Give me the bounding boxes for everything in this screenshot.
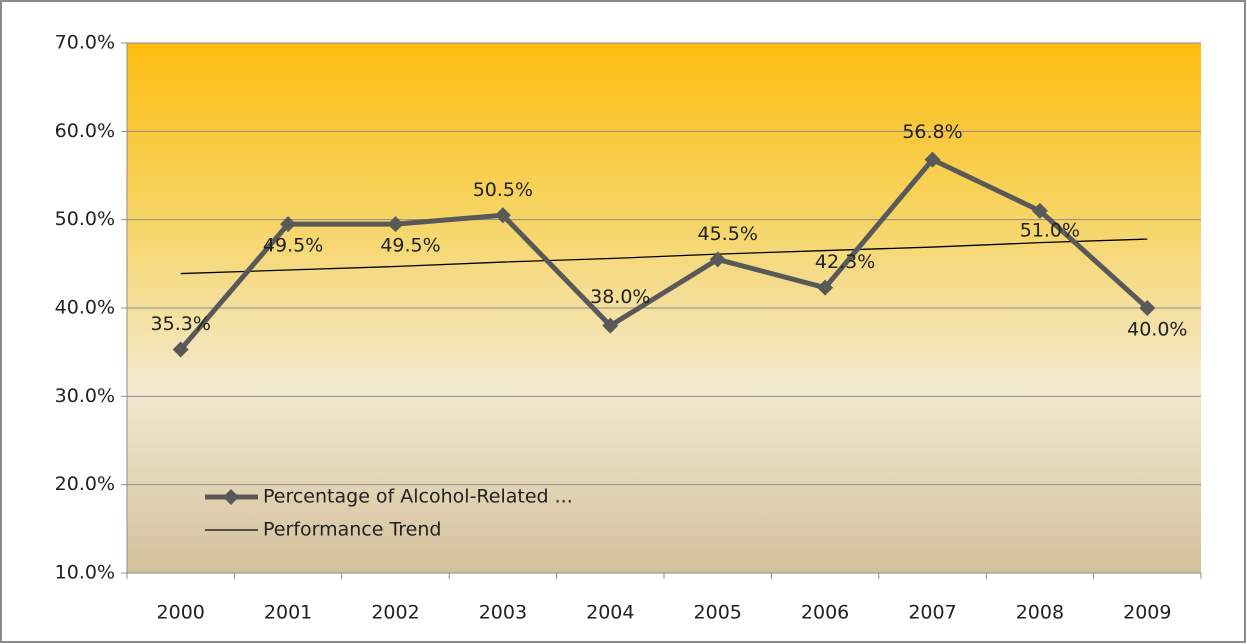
trend-line: [180, 238, 1148, 275]
marker: [387, 216, 404, 233]
data-label: 51.0%: [1020, 219, 1080, 241]
x-tick-label: 2000: [157, 602, 205, 624]
x-tick-label: 2004: [586, 602, 634, 624]
marker: [494, 207, 511, 224]
data-label: 45.5%: [698, 223, 758, 245]
marker: [817, 279, 834, 296]
data-label: 42.3%: [815, 251, 875, 273]
data-label: 50.5%: [473, 179, 533, 201]
y-tick-label: 30.0%: [55, 385, 115, 407]
legend-label: Performance Trend: [263, 519, 441, 541]
x-tick-label: 2005: [694, 602, 742, 624]
marker: [280, 216, 297, 233]
data-label: 38.0%: [590, 286, 650, 308]
marker: [709, 251, 726, 268]
legend-label: Percentage of Alcohol-Related ...: [263, 486, 573, 508]
x-tick-label: 2002: [371, 602, 419, 624]
marker: [924, 151, 941, 168]
x-tick-label: 2001: [264, 602, 312, 624]
x-tick-label: 2006: [801, 602, 849, 624]
y-tick-label: 60.0%: [55, 120, 115, 142]
y-tick-label: 40.0%: [55, 297, 115, 319]
x-tick-label: 2009: [1123, 602, 1171, 624]
y-tick-label: 70.0%: [55, 32, 115, 54]
x-tick-label: 2007: [908, 602, 956, 624]
y-tick-label: 20.0%: [55, 473, 115, 495]
x-tick-label: 2008: [1016, 602, 1064, 624]
y-tick-label: 10.0%: [55, 562, 115, 584]
legend-marker: [223, 489, 239, 505]
data-label: 35.3%: [151, 313, 211, 335]
data-label: 40.0%: [1127, 319, 1187, 341]
y-tick-label: 50.0%: [55, 208, 115, 230]
marker: [172, 341, 189, 358]
marker: [1031, 202, 1048, 219]
marker: [1139, 300, 1156, 316]
marker: [602, 317, 619, 334]
data-label: 56.8%: [902, 121, 962, 143]
x-tick-label: 2003: [479, 602, 527, 624]
data-label: 49.5%: [263, 235, 323, 257]
data-line: [178, 157, 1149, 352]
data-label: 49.5%: [380, 235, 440, 257]
